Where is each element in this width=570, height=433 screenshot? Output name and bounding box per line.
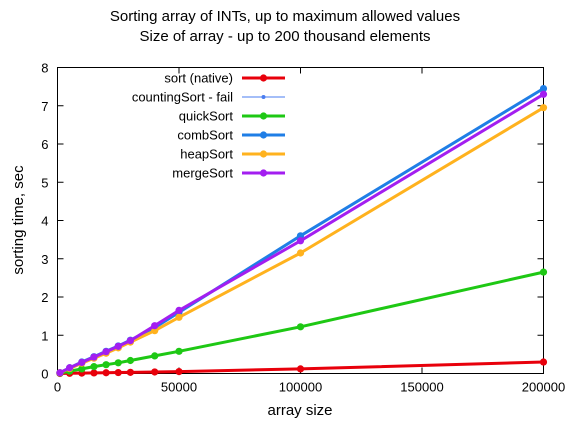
y-tick-label: 7 xyxy=(41,99,48,114)
legend-swatch-point xyxy=(259,74,268,82)
y-tick-label: 8 xyxy=(41,61,48,76)
x-tick-label: 200000 xyxy=(522,380,565,395)
legend-entry: heapSort xyxy=(180,147,285,162)
y-tick-label: 6 xyxy=(41,137,48,152)
chart-title-line-2: Size of array - up to 200 thousand eleme… xyxy=(139,28,430,45)
series-mergesort xyxy=(56,90,548,377)
data-point xyxy=(114,342,122,350)
data-point xyxy=(90,369,98,377)
data-point xyxy=(539,104,548,112)
chart-title: Sorting array of INTs, up to maximum all… xyxy=(110,8,460,45)
data-point xyxy=(102,369,110,377)
legend-label: combSort xyxy=(177,128,233,143)
data-point xyxy=(151,352,159,360)
data-point xyxy=(78,365,86,373)
data-point xyxy=(175,367,183,376)
legend-swatch-point xyxy=(261,95,266,99)
data-point xyxy=(114,368,122,377)
legend-swatch-point xyxy=(259,169,268,177)
legend: sort (native) countingSort - fail quickSor… xyxy=(132,71,285,181)
data-point xyxy=(126,356,134,365)
data-point xyxy=(151,322,159,330)
data-point xyxy=(539,90,548,98)
legend-label: countingSort - fail xyxy=(132,90,233,105)
legend-swatch-point xyxy=(259,131,268,139)
y-tick-label: 3 xyxy=(41,252,48,267)
data-point xyxy=(296,232,305,240)
legend-swatch-point xyxy=(259,112,268,120)
legend-swatch-point xyxy=(259,150,268,158)
data-point xyxy=(175,306,183,314)
x-tick-label: 150000 xyxy=(400,380,443,395)
data-point xyxy=(66,364,74,372)
y-tick-label: 2 xyxy=(41,290,48,305)
data-point xyxy=(296,323,305,331)
x-axis-label: array size xyxy=(267,402,332,419)
legend-label: mergeSort xyxy=(172,166,233,181)
data-point xyxy=(539,358,548,366)
data-point xyxy=(539,268,548,276)
axis-ticks: 0 50000 100000 150000 200000 0 1 2 3 4 5 6 7 8 xyxy=(41,61,565,395)
data-point xyxy=(90,353,98,361)
legend-entry: mergeSort xyxy=(172,166,285,181)
x-tick-label: 50000 xyxy=(161,380,197,395)
data-point xyxy=(151,327,159,335)
data-point xyxy=(296,365,305,373)
data-point xyxy=(102,361,110,369)
data-point xyxy=(78,358,86,367)
data-point xyxy=(56,369,64,377)
series-combsort xyxy=(56,84,548,377)
data-point xyxy=(102,348,110,356)
legend-label: quickSort xyxy=(179,109,234,124)
x-tick-label: 100000 xyxy=(279,380,322,395)
chart-title-line-1: Sorting array of INTs, up to maximum all… xyxy=(110,8,460,25)
data-point xyxy=(126,368,134,376)
data-point xyxy=(296,249,305,257)
series-quicksort xyxy=(56,268,548,377)
y-tick-label: 4 xyxy=(41,214,48,229)
data-point xyxy=(90,363,98,371)
legend-entry: quickSort xyxy=(179,109,285,124)
legend-entry: countingSort - fail xyxy=(132,90,285,105)
data-point xyxy=(114,359,122,367)
data-point xyxy=(539,84,548,93)
data-point xyxy=(126,337,134,345)
legend-label: sort (native) xyxy=(164,71,233,86)
data-point xyxy=(175,313,183,321)
data-point xyxy=(151,368,159,376)
y-tick-label: 1 xyxy=(41,328,48,343)
y-axis-label: sorting time, sec xyxy=(10,165,27,275)
y-tick-label: 0 xyxy=(41,367,48,382)
data-point xyxy=(175,347,183,355)
legend-label: heapSort xyxy=(180,147,233,162)
legend-entry: combSort xyxy=(177,128,285,143)
y-tick-label: 5 xyxy=(41,175,48,190)
data-series xyxy=(56,84,548,378)
x-tick-label: 0 xyxy=(54,380,61,395)
data-point xyxy=(296,237,305,245)
legend-entry: sort (native) xyxy=(164,71,285,86)
